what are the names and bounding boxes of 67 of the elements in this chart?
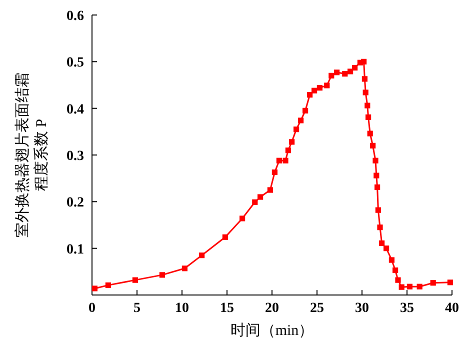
point (377, 224, 383, 230)
point (92, 286, 98, 292)
point (328, 72, 334, 78)
x-tick-label: 20 (265, 301, 279, 316)
point (362, 76, 368, 82)
point (298, 118, 304, 124)
point (276, 158, 282, 164)
point (324, 82, 330, 88)
point (366, 114, 372, 120)
point (384, 246, 390, 252)
point (367, 130, 373, 136)
point (267, 187, 273, 193)
point (258, 194, 264, 200)
x-tick-label: 10 (175, 301, 189, 316)
point (388, 257, 394, 263)
point (312, 88, 318, 94)
x-tick-label: 15 (220, 301, 234, 316)
point (105, 282, 111, 288)
point (334, 70, 340, 76)
point (375, 207, 381, 213)
point (361, 58, 367, 64)
point (294, 126, 300, 132)
point (199, 252, 205, 258)
point (342, 71, 348, 77)
y-tick-label: 0.6 (66, 9, 84, 24)
point (282, 158, 288, 164)
point (307, 92, 313, 98)
x-tick-label: 30 (355, 301, 369, 316)
point (352, 64, 358, 71)
point (392, 267, 398, 274)
point (240, 216, 246, 222)
y-axis-title: 室外换热器翅片表面结霜程度系数 P (14, 72, 50, 238)
point (372, 158, 378, 164)
point (374, 172, 380, 178)
point (398, 284, 404, 290)
point (364, 102, 370, 108)
point (132, 277, 138, 283)
x-tick-label: 35 (400, 301, 414, 316)
x-tick-label: 5 (134, 301, 140, 316)
point (316, 85, 322, 91)
point (395, 277, 401, 283)
y-tick-label: 0.1 (66, 242, 84, 258)
x-tick-label: 25 (310, 301, 324, 316)
point (430, 280, 436, 286)
point (379, 240, 385, 246)
x-tick-label: 0 (88, 301, 96, 316)
point (406, 284, 412, 290)
point (374, 184, 380, 190)
point (182, 266, 188, 272)
point (370, 142, 376, 148)
point (252, 199, 258, 205)
y-tick-label: 0.3 (66, 149, 84, 164)
y-tick-label: 0.4 (66, 102, 84, 118)
point (159, 272, 165, 278)
point (222, 234, 228, 240)
x-tick-label: 40 (445, 301, 459, 316)
point (285, 148, 291, 154)
point (416, 284, 422, 290)
point (272, 169, 278, 176)
point (362, 90, 368, 96)
point (348, 68, 354, 74)
y-tick-label: 0.2 (66, 196, 84, 211)
x-axis-title: 时间（min） (230, 322, 314, 339)
point (447, 280, 453, 286)
y-tick-label: 0.5 (66, 56, 84, 71)
point (289, 139, 295, 145)
point (302, 108, 308, 114)
